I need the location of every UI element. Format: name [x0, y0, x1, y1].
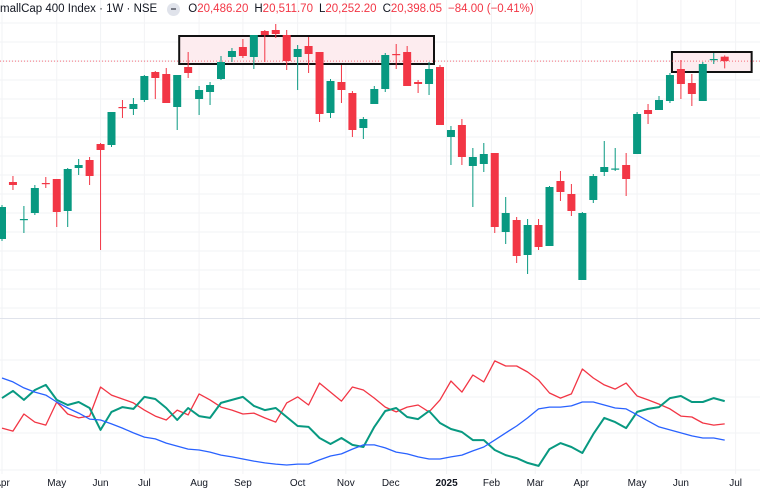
indicator-line-adx: [1, 377, 725, 466]
candle-down: [271, 30, 280, 34]
candle-up: [446, 130, 455, 137]
candle-down: [41, 183, 50, 185]
candle-down: [348, 93, 357, 130]
indicator-line-minus-di: [1, 360, 725, 432]
candle-down: [403, 52, 412, 86]
candle-up: [501, 213, 510, 232]
time-axis-label: Jul: [137, 478, 151, 489]
candle-up: [578, 213, 587, 280]
time-axis-label: Jul: [729, 478, 743, 489]
indicator-line-plus-di: [1, 383, 725, 467]
candle-up: [633, 114, 642, 154]
candle-down: [720, 56, 729, 62]
candle-down: [392, 54, 401, 56]
candle-up: [140, 76, 149, 100]
time-axis-label: May: [47, 478, 67, 489]
candle-up: [107, 112, 116, 145]
change-value: −84.00 (−0.41%): [448, 3, 534, 15]
candle-down: [457, 125, 466, 157]
candle-down: [436, 67, 444, 125]
candle-down: [644, 110, 653, 114]
candle-down: [282, 35, 291, 61]
candle-up: [545, 187, 554, 246]
candle-down: [184, 67, 193, 73]
candle-down: [687, 83, 696, 94]
candle-down: [315, 52, 324, 114]
candle-down: [162, 74, 171, 103]
candle-up: [381, 55, 390, 89]
candle-up: [326, 81, 335, 113]
candle-up: [293, 49, 302, 57]
candle-up: [19, 219, 28, 221]
time-axis-label: Mar: [526, 478, 544, 489]
candle-up: [359, 119, 368, 128]
candle-up: [709, 59, 718, 61]
time-axis-label: Aug: [190, 478, 208, 489]
candle-down: [512, 220, 521, 256]
time-axis-label: Apr: [573, 478, 590, 489]
candle-up: [206, 85, 215, 92]
candle-up: [74, 165, 83, 168]
time-axis-label: Apr: [0, 478, 10, 489]
candle-up: [30, 188, 39, 213]
highlight-rectangle: [178, 35, 435, 65]
time-axis-label: May: [627, 478, 647, 489]
candle-up: [217, 62, 225, 79]
time-axis-label: Dec: [381, 478, 400, 489]
candle-up: [425, 69, 434, 84]
candle-up: [523, 225, 532, 255]
chart-legend: mallCap 400 Index · 1W · NSE O20,486.20 …: [0, 0, 534, 18]
candle-up: [655, 100, 663, 110]
candle-up: [173, 75, 182, 107]
candle-up: [0, 207, 6, 239]
close-value: C20,398.05: [382, 3, 443, 15]
candle-up: [227, 51, 236, 57]
symbol-title[interactable]: mallCap 400 Index · 1W · NSE: [0, 3, 158, 15]
time-axis-label: Sep: [233, 478, 252, 489]
low-value: L20,252.20: [318, 3, 377, 15]
candle-down: [337, 82, 346, 90]
candle-up: [195, 90, 204, 99]
candle-down: [85, 160, 94, 176]
candle-down: [676, 69, 685, 84]
candle-down: [556, 181, 565, 192]
collapse-legend-icon[interactable]: [167, 2, 181, 16]
candle-down: [52, 179, 61, 212]
candle-down: [151, 72, 160, 78]
candle-down: [304, 46, 313, 54]
time-axis-label: Jun: [92, 478, 109, 489]
candle-down: [414, 82, 423, 84]
candle-up: [611, 168, 620, 170]
candle-up: [370, 89, 379, 104]
candle-up: [468, 157, 477, 166]
candle-down: [8, 182, 17, 185]
candle-up: [600, 167, 609, 172]
time-axis-label: 2025: [435, 478, 458, 489]
candle-down: [118, 107, 127, 109]
candle-up: [479, 154, 488, 164]
highlight-rectangle: [670, 51, 753, 73]
candle-up: [129, 104, 138, 109]
candle-down: [622, 165, 631, 179]
candle-down: [260, 31, 269, 35]
candle-down: [238, 47, 247, 56]
candle-down: [490, 153, 499, 227]
candle-down: [567, 194, 576, 211]
time-axis-label: Feb: [482, 478, 501, 489]
time-axis-label: Oct: [289, 478, 306, 489]
time-axis-label: Nov: [336, 478, 355, 489]
candle-up: [698, 64, 707, 101]
candle-up: [249, 35, 258, 57]
candle-up: [589, 176, 598, 200]
candle-up: [665, 75, 674, 101]
open-value: O20,486.20: [188, 3, 249, 15]
high-value: H20,511.70: [254, 3, 313, 15]
candle-up: [63, 169, 72, 211]
candle-down: [96, 144, 105, 150]
time-axis-label: Jun: [672, 478, 689, 489]
candle-down: [534, 225, 543, 247]
